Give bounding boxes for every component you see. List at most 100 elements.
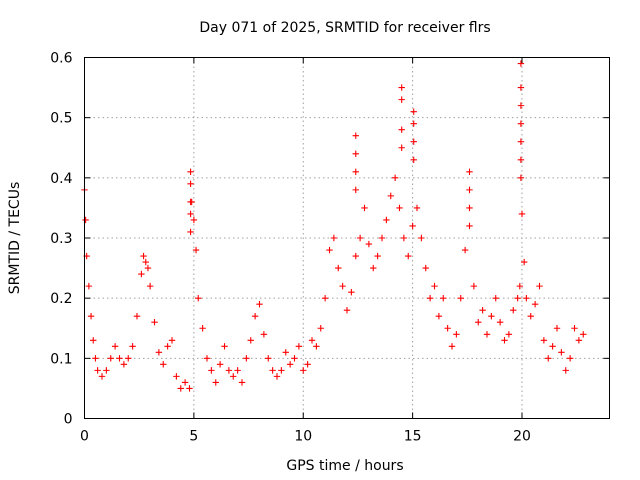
data-point: [291, 355, 298, 362]
data-point: [545, 355, 552, 362]
data-point: [400, 234, 408, 242]
data-point: [82, 216, 89, 224]
data-point: [177, 385, 184, 392]
data-point: [164, 343, 171, 350]
data-point: [383, 216, 390, 224]
data-point: [335, 264, 342, 272]
plot-frame: [84, 57, 610, 419]
data-point: [87, 313, 95, 320]
data-point: [138, 270, 145, 278]
spike-point: [466, 168, 473, 176]
data-point: [129, 343, 136, 350]
data-point: [195, 294, 202, 302]
data-point: [125, 355, 132, 362]
data-point: [173, 373, 180, 380]
data-point: [168, 337, 176, 344]
data-point: [321, 294, 329, 302]
y-tick-label: 0.5: [50, 111, 72, 127]
data-point: [216, 361, 224, 368]
data-point: [527, 313, 534, 320]
data-point: [453, 331, 460, 338]
data-point: [518, 210, 526, 218]
data-point: [378, 234, 386, 242]
data-point: [144, 264, 152, 272]
data-point: [435, 313, 443, 320]
spike-point: [352, 186, 359, 194]
data-point: [501, 337, 508, 344]
data-point: [566, 355, 574, 362]
y-tick-label: 0.3: [50, 231, 72, 247]
data-point: [90, 337, 97, 344]
data-point: [103, 367, 110, 374]
data-point: [444, 325, 451, 332]
data-point: [146, 282, 154, 290]
data-point: [116, 355, 123, 362]
data-point: [405, 252, 412, 260]
data-point: [492, 294, 499, 302]
data-point: [190, 216, 198, 224]
data-point: [536, 282, 543, 290]
data-point: [440, 294, 447, 302]
x-tick-label: 5: [189, 429, 198, 445]
data-point: [243, 355, 250, 362]
data-point: [313, 343, 320, 350]
data-point: [151, 319, 158, 326]
x-tick-label: 0: [80, 429, 89, 445]
data-point: [391, 174, 399, 182]
spike-point: [398, 126, 405, 133]
spike-point: [517, 120, 525, 127]
data-point: [326, 246, 333, 254]
data-point: [510, 307, 517, 314]
data-point: [475, 319, 482, 326]
data-point: [470, 282, 478, 290]
data-point: [186, 385, 193, 392]
data-point: [192, 246, 200, 254]
data-points: [81, 60, 587, 392]
data-point: [343, 307, 351, 314]
data-point: [225, 367, 233, 374]
data-point: [111, 343, 119, 350]
data-point: [448, 343, 456, 350]
data-point: [457, 294, 464, 302]
data-point: [361, 204, 368, 212]
data-point: [160, 361, 167, 368]
spike-point: [410, 108, 417, 115]
data-point: [488, 313, 495, 320]
data-point: [348, 288, 355, 296]
data-point: [94, 367, 101, 374]
data-point: [155, 349, 163, 356]
data-point: [387, 192, 394, 200]
spike-point: [466, 186, 473, 194]
spike-point: [187, 198, 194, 206]
y-axis-label: SRMTID / TECUs: [7, 182, 23, 295]
x-tick-label: 15: [404, 429, 422, 445]
tick-labels: 0 0.1 0.2 0.3 0.4 0.5 0.6 0 5 10 15 20: [50, 51, 531, 445]
y-tick-label: 0.1: [50, 351, 72, 367]
data-point: [413, 204, 421, 212]
spike-point: [352, 168, 359, 176]
data-point: [374, 252, 381, 260]
y-tick-label: 0.4: [50, 171, 72, 187]
data-point: [479, 307, 486, 314]
spike-point: [410, 120, 417, 127]
data-point: [575, 337, 583, 344]
y-tick-label: 0: [64, 412, 73, 428]
data-point: [142, 258, 149, 266]
spike-point: [517, 174, 525, 182]
y-tick-label: 0.2: [50, 291, 72, 307]
spike-point: [187, 180, 194, 188]
data-point: [370, 264, 377, 272]
data-point: [269, 367, 276, 374]
data-point: [356, 234, 364, 242]
x-axis-label: GPS time / hours: [286, 458, 403, 474]
data-point: [181, 379, 189, 386]
data-point: [212, 379, 219, 386]
data-point: [562, 367, 569, 374]
data-point: [247, 337, 254, 344]
spike-point: [187, 210, 194, 218]
data-point: [483, 331, 491, 338]
data-point: [520, 258, 528, 266]
data-point: [330, 234, 338, 242]
data-point: [238, 379, 246, 386]
